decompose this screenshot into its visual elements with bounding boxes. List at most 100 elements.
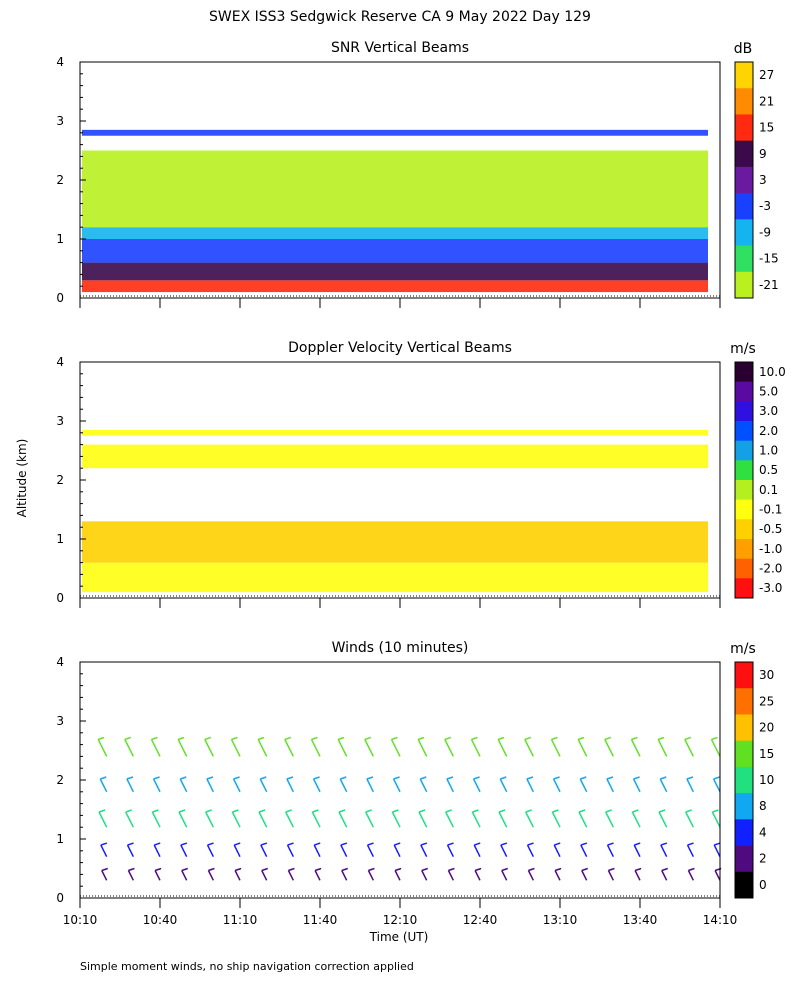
wind-barb-flag <box>311 736 318 741</box>
wind-barb-flag <box>394 867 402 872</box>
wind-barb <box>394 870 401 881</box>
y-tick-label: 0 <box>56 291 64 305</box>
wind-barb-flag <box>418 809 426 813</box>
wind-barb <box>100 844 108 858</box>
colorbar-label: 30 <box>759 668 774 682</box>
wind-barb <box>659 778 668 793</box>
wind-barb <box>658 811 668 828</box>
wind-barb <box>579 778 588 793</box>
wind-barb-flag <box>580 842 588 846</box>
wind-barb-flag <box>528 867 535 872</box>
wind-barb-flag <box>338 809 346 813</box>
colorbar-segment <box>735 114 753 142</box>
wind-barb <box>607 870 615 881</box>
wind-barb-flag <box>474 867 482 872</box>
wind-barb-flag <box>605 809 612 813</box>
wind-barb <box>310 739 321 757</box>
x-tick-label: 11:40 <box>303 913 338 927</box>
colorbar-frame <box>734 361 754 599</box>
wind-barb <box>631 811 641 828</box>
wind-barb <box>258 811 268 828</box>
colorbar-segment <box>735 245 753 273</box>
colorbar-label: 27 <box>759 68 774 82</box>
colorbar-label: 15 <box>759 747 774 761</box>
y-tick-label: 4 <box>56 55 64 69</box>
wind-barb <box>314 870 321 881</box>
x-tick-label: 12:40 <box>463 913 498 927</box>
wind-barb <box>604 739 615 757</box>
wind-barb <box>127 870 135 881</box>
colorbar-label: -1.0 <box>759 542 782 556</box>
wind-barb-flag <box>500 776 507 780</box>
panel-1: SNR Vertical Beams 0 1 2 3 4 27 21 15 9 3 -3 -9 -15 -2… <box>56 40 779 308</box>
y-tick-label: 2 <box>56 173 64 187</box>
colorbar-segment <box>735 662 753 689</box>
wind-barb-flag <box>685 809 692 813</box>
figure-title: SWEX ISS3 Sedgwick Reserve CA 9 May 2022… <box>209 9 591 25</box>
wind-barb <box>418 811 428 828</box>
colorbar-label: 9 <box>759 147 767 161</box>
colorbar-label: 20 <box>759 721 774 735</box>
colorbar-label: 25 <box>759 694 774 708</box>
wind-barb-flag <box>631 736 638 741</box>
wind-barb-flag <box>634 867 642 872</box>
wind-barb-flag <box>205 809 212 813</box>
y-tick-label: 3 <box>56 114 64 128</box>
colorbar-label: 21 <box>759 94 774 108</box>
heatmap-layer <box>82 262 708 281</box>
wind-barb-flag <box>151 736 158 741</box>
wind-barb-flag <box>578 809 586 813</box>
panel-3: Winds (10 minutes) 0 1 2 3 4 10:10 10:40 11:10 11… <box>56 640 774 927</box>
wind-barb <box>393 844 401 858</box>
wind-barb <box>605 811 615 828</box>
x-tick-label: 10:10 <box>63 913 98 927</box>
wind-barb-flag <box>180 776 187 780</box>
wind-barb-flag <box>420 776 427 780</box>
colorbar-segment <box>735 271 753 299</box>
colorbar-frame <box>734 61 754 299</box>
wind-barb <box>419 778 428 793</box>
panel-title: Winds (10 minutes) <box>332 640 469 656</box>
wind-barb <box>685 811 695 828</box>
wind-barb-flag <box>178 809 186 813</box>
wind-barb <box>367 870 375 881</box>
colorbar-label: -0.5 <box>759 522 782 536</box>
colorbar-label: 3 <box>759 173 767 187</box>
wind-barb-flag <box>551 736 558 741</box>
heatmap-layer <box>82 129 708 136</box>
wind-barb-flag <box>233 776 240 780</box>
colorbar-segment <box>735 193 753 220</box>
wind-barb <box>179 778 188 793</box>
wind-barb <box>154 870 161 881</box>
wind-barb-flag <box>153 842 161 846</box>
wind-barb-flag <box>340 776 347 780</box>
wind-barb <box>287 870 295 881</box>
wind-barb <box>206 778 215 793</box>
wind-barb-flag <box>552 809 559 813</box>
x-tick-label: 10:40 <box>143 913 178 927</box>
colorbar-label: -15 <box>759 252 779 266</box>
wind-barb <box>470 739 481 757</box>
wind-barb-flag <box>604 736 612 741</box>
heatmap-layer <box>82 444 708 469</box>
wind-barb-flag <box>287 842 294 846</box>
wind-barb-flag <box>473 842 481 846</box>
wind-barb <box>177 739 188 757</box>
colorbar-label: 10.0 <box>759 365 786 379</box>
wind-barb <box>205 811 215 828</box>
wind-barb-flag <box>687 842 694 846</box>
wind-barb <box>527 870 535 881</box>
colorbar-segment <box>735 62 753 89</box>
colorbar-segment <box>735 766 753 794</box>
wind-barb <box>526 778 535 793</box>
wind-barb <box>180 844 188 858</box>
y-tick-label: 1 <box>56 232 64 246</box>
wind-barb-flag <box>313 842 321 846</box>
colorbar-segment <box>735 219 753 247</box>
colorbar-segment <box>735 519 753 540</box>
wind-barb-flag <box>124 736 132 741</box>
wind-barb <box>259 778 268 793</box>
colorbar-segment <box>735 460 753 481</box>
wind-barb <box>230 739 241 757</box>
